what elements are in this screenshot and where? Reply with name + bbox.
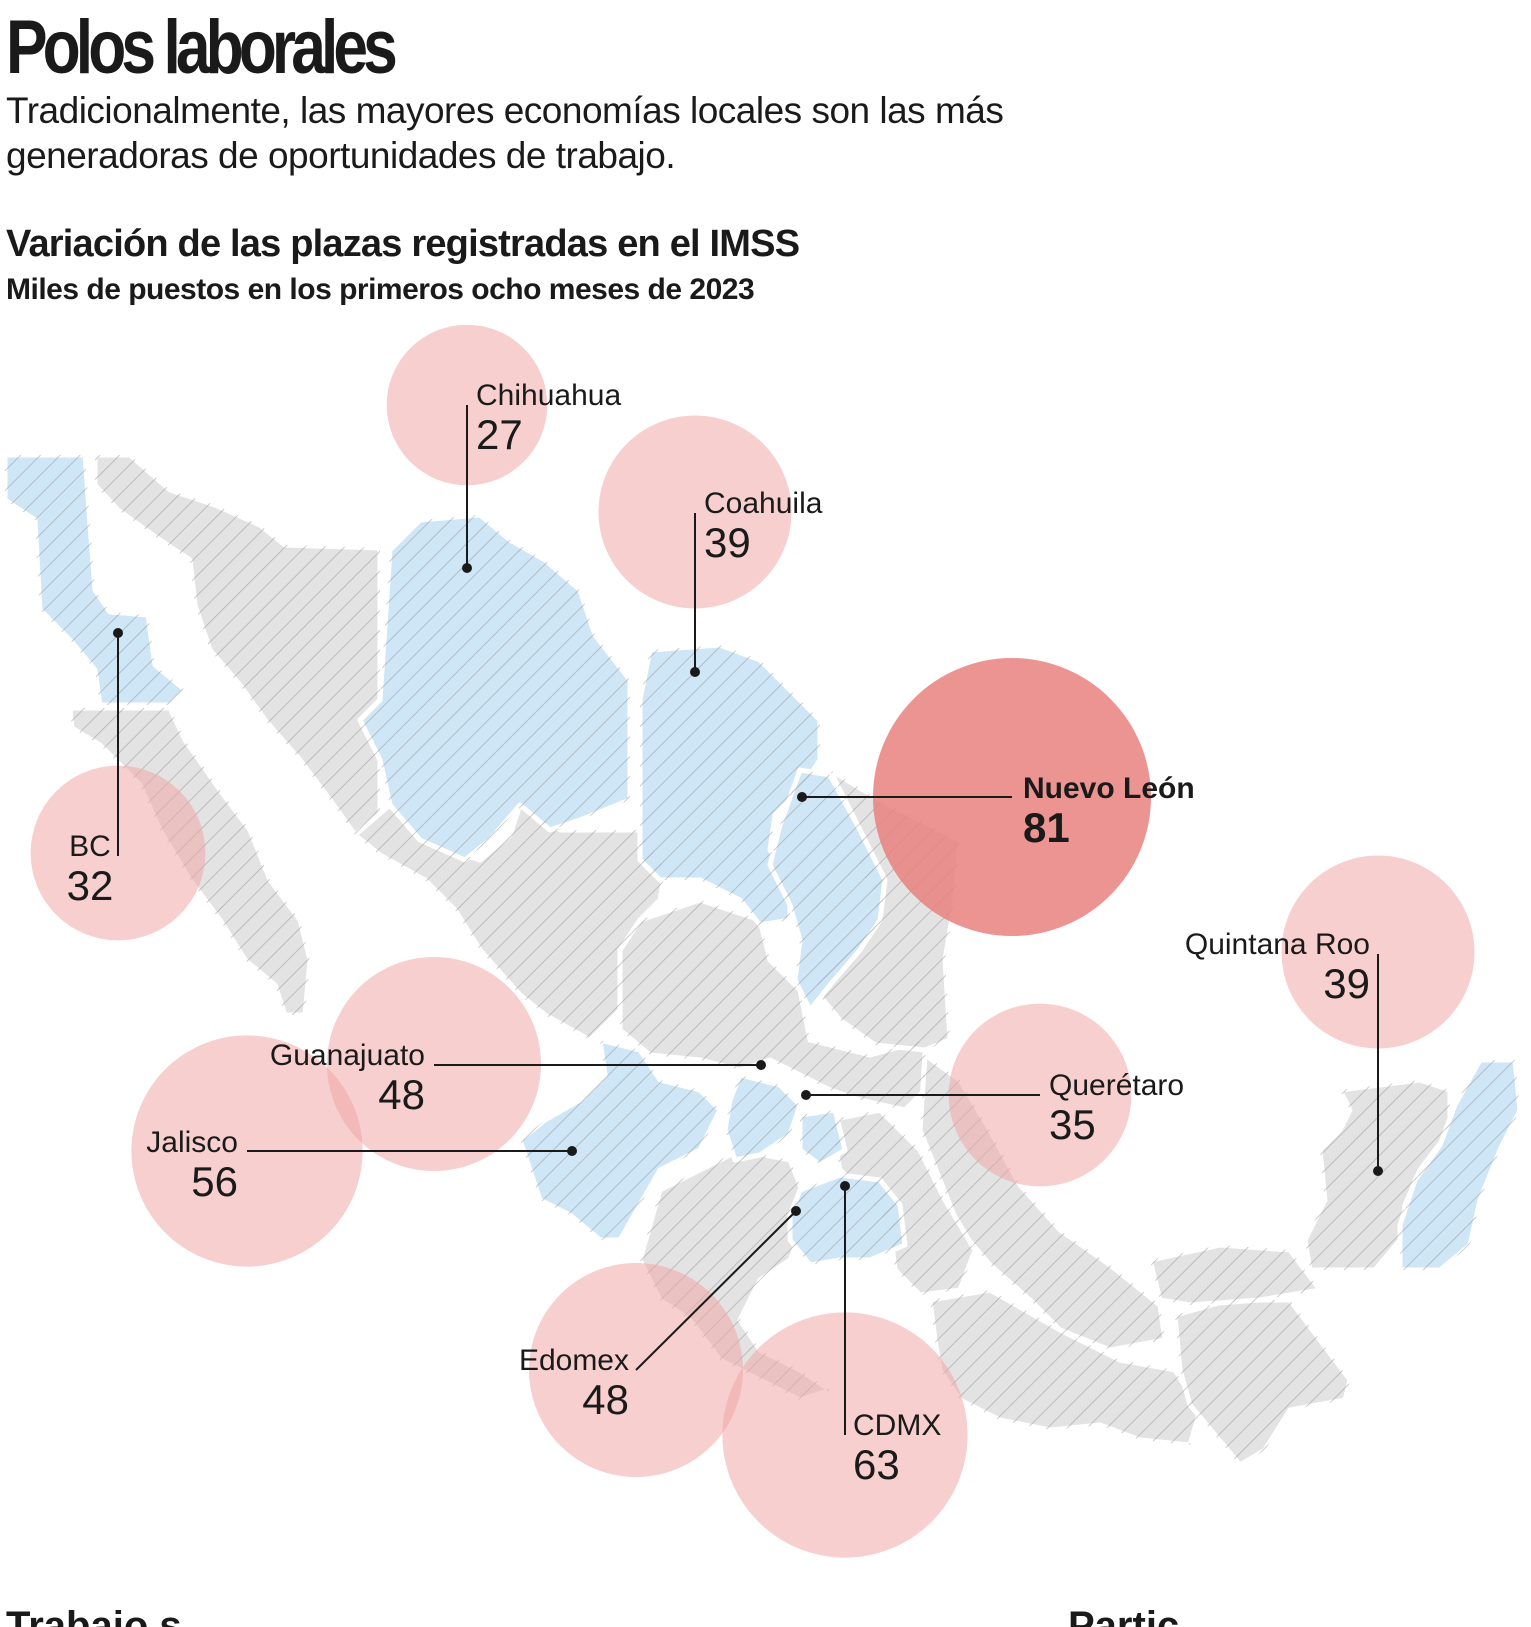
- dot-cdmx: [840, 1181, 850, 1191]
- hatch-state-edomex-cdmx: [790, 1175, 905, 1265]
- hatch-state-nuevo-leon: [770, 770, 885, 1010]
- label-value-quintana-roo: 39: [1323, 960, 1370, 1007]
- hatch-state-queretaro: [800, 1110, 845, 1165]
- label-value-jalisco: 56: [191, 1158, 238, 1205]
- hatch-state-bc: [5, 455, 185, 705]
- label-name-bc: BC: [69, 830, 111, 863]
- label-value-nuevo-leon: 81: [1023, 804, 1070, 851]
- hatch-state-oaxaca: [930, 1290, 1200, 1445]
- hatch-state-chiapas: [1175, 1300, 1350, 1465]
- bubble-jalisco: [131, 1035, 363, 1267]
- hatch-state-guerrero-michoacan: [640, 1150, 830, 1400]
- chart-subtitle: Miles de puestos en los primeros ocho me…: [6, 273, 755, 306]
- label-name-jalisco: Jalisco: [146, 1126, 238, 1159]
- label-name-chihuahua: Chihuahua: [476, 379, 621, 412]
- label-name-queretaro: Querétaro: [1049, 1069, 1184, 1102]
- hatch-state-chihuahua: [360, 515, 630, 860]
- state-dots: [113, 563, 1383, 1216]
- bubble-quintana-roo: [1281, 855, 1475, 1049]
- dot-chihuahua: [462, 563, 472, 573]
- hatch-state-coahuila: [640, 645, 820, 925]
- dot-edomex: [791, 1206, 801, 1216]
- hatch-state-zacatecas-slp: [620, 900, 925, 1110]
- hatch-state-puebla-hidalgo: [830, 1110, 975, 1295]
- hatch-state-sonora: [95, 455, 380, 835]
- label-value-cdmx: 63: [853, 1441, 900, 1488]
- hatch-state-guanajuato: [725, 1075, 800, 1160]
- hatch-state-jalisco: [520, 1040, 720, 1240]
- label-value-chihuahua: 27: [476, 411, 523, 458]
- dot-nuevo-leon: [797, 792, 807, 802]
- dot-coahuila: [690, 667, 700, 677]
- dot-jalisco: [567, 1146, 577, 1156]
- next-section-title-left: Trabajo s: [6, 1604, 182, 1627]
- label-value-queretaro: 35: [1049, 1101, 1096, 1148]
- dot-quintana-roo: [1373, 1166, 1383, 1176]
- label-value-guanajuato: 48: [378, 1071, 425, 1118]
- label-name-cdmx: CDMX: [853, 1409, 941, 1442]
- leader-edomex: [635, 1210, 797, 1371]
- label-value-coahuila: 39: [704, 519, 751, 566]
- bubble-coahuila: [598, 415, 792, 609]
- deck-text: Tradicionalmente, las mayores economías …: [6, 90, 1004, 176]
- hatch-state-tabasco: [1150, 1245, 1320, 1305]
- next-section-title-right: Partic: [1068, 1604, 1180, 1627]
- chart-title: Variación de las plazas registradas en e…: [6, 223, 800, 265]
- label-name-edomex: Edomex: [519, 1344, 629, 1377]
- dot-queretaro: [801, 1090, 811, 1100]
- page-title: Polos laborales: [6, 5, 398, 90]
- label-name-guanajuato: Guanajuato: [270, 1039, 425, 1072]
- label-name-quintana-roo: Quintana Roo: [1185, 928, 1370, 961]
- label-name-coahuila: Coahuila: [704, 487, 823, 520]
- label-name-nuevo-leon: Nuevo León: [1023, 772, 1195, 805]
- leader-lines: [117, 405, 1379, 1435]
- dot-guanajuato: [756, 1060, 766, 1070]
- hatch-state-quintana-roo: [1400, 1060, 1520, 1270]
- label-value-bc: 32: [67, 862, 114, 909]
- dot-bc: [113, 628, 123, 638]
- hatch-state-sinaloa-durango: [355, 805, 665, 1040]
- label-value-edomex: 48: [582, 1376, 629, 1423]
